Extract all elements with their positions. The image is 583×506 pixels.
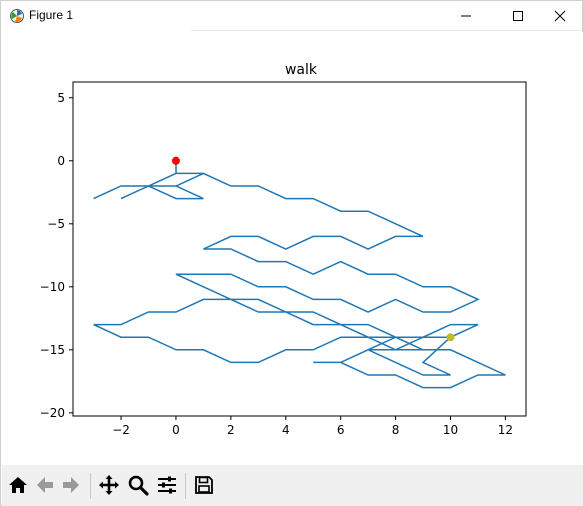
zoom-icon xyxy=(128,475,149,496)
x-tick-label: 8 xyxy=(392,423,400,437)
y-axis: 5 0 −5 −10 −15 −20 xyxy=(40,91,73,420)
y-tick-label: −5 xyxy=(47,217,65,231)
minimize-icon xyxy=(461,15,471,17)
y-tick-label: 0 xyxy=(57,154,65,168)
maximize-icon xyxy=(513,11,523,21)
x-tick-label: 12 xyxy=(498,423,513,437)
toolbar-separator xyxy=(90,473,91,499)
walk-chart: walk −2 0 2 4 6 8 10 12 50−5−10−15−20 xyxy=(40,62,527,437)
maximize-button[interactable] xyxy=(495,1,541,31)
walk-line xyxy=(93,160,506,389)
start-point-marker xyxy=(171,156,180,165)
minimize-button[interactable] xyxy=(443,1,489,31)
walk-markers xyxy=(171,156,455,342)
back-button[interactable] xyxy=(33,473,57,497)
close-icon xyxy=(554,10,566,22)
y-tick-label: −20 xyxy=(40,406,65,420)
figure-canvas[interactable]: walk −2 0 2 4 6 8 10 12 5 0 −5 −10 −15 −20 xyxy=(2,32,583,465)
end-point-marker xyxy=(446,333,455,342)
y-tick-label: 5 xyxy=(57,91,65,105)
chart-title: walk xyxy=(285,62,318,78)
x-tick-label: 6 xyxy=(337,423,345,437)
y-tick-label: −15 xyxy=(40,343,65,357)
y-tick-label: −10 xyxy=(40,280,65,294)
walk-series xyxy=(93,160,506,389)
title-divider xyxy=(191,30,581,31)
pan-button[interactable] xyxy=(97,473,121,497)
configure-subplots-button[interactable] xyxy=(155,473,179,497)
x-tick-label: −2 xyxy=(112,423,130,437)
x-tick-label: 4 xyxy=(282,423,290,437)
back-arrow-icon xyxy=(37,477,53,493)
close-button[interactable] xyxy=(537,1,583,31)
navigation-toolbar xyxy=(2,465,583,506)
window-title: Figure 1 xyxy=(29,8,74,22)
home-icon xyxy=(9,477,27,493)
forward-button[interactable] xyxy=(59,473,83,497)
plot-frame xyxy=(72,81,527,417)
x-tick-label: 10 xyxy=(443,423,458,437)
save-button[interactable] xyxy=(192,473,216,497)
x-axis: −2 0 2 4 6 8 10 12 xyxy=(112,416,513,437)
toolbar-separator xyxy=(185,473,186,499)
title-bar[interactable]: Figure 1 xyxy=(1,1,582,31)
matplotlib-icon xyxy=(9,8,25,24)
pan-icon xyxy=(99,475,119,495)
zoom-button[interactable] xyxy=(126,473,150,497)
configure-subplots-icon xyxy=(158,476,176,494)
home-button[interactable] xyxy=(6,473,30,497)
save-icon xyxy=(195,476,213,494)
x-tick-label: 0 xyxy=(172,423,180,437)
forward-arrow-icon xyxy=(63,477,79,493)
x-tick-label: 2 xyxy=(227,423,235,437)
